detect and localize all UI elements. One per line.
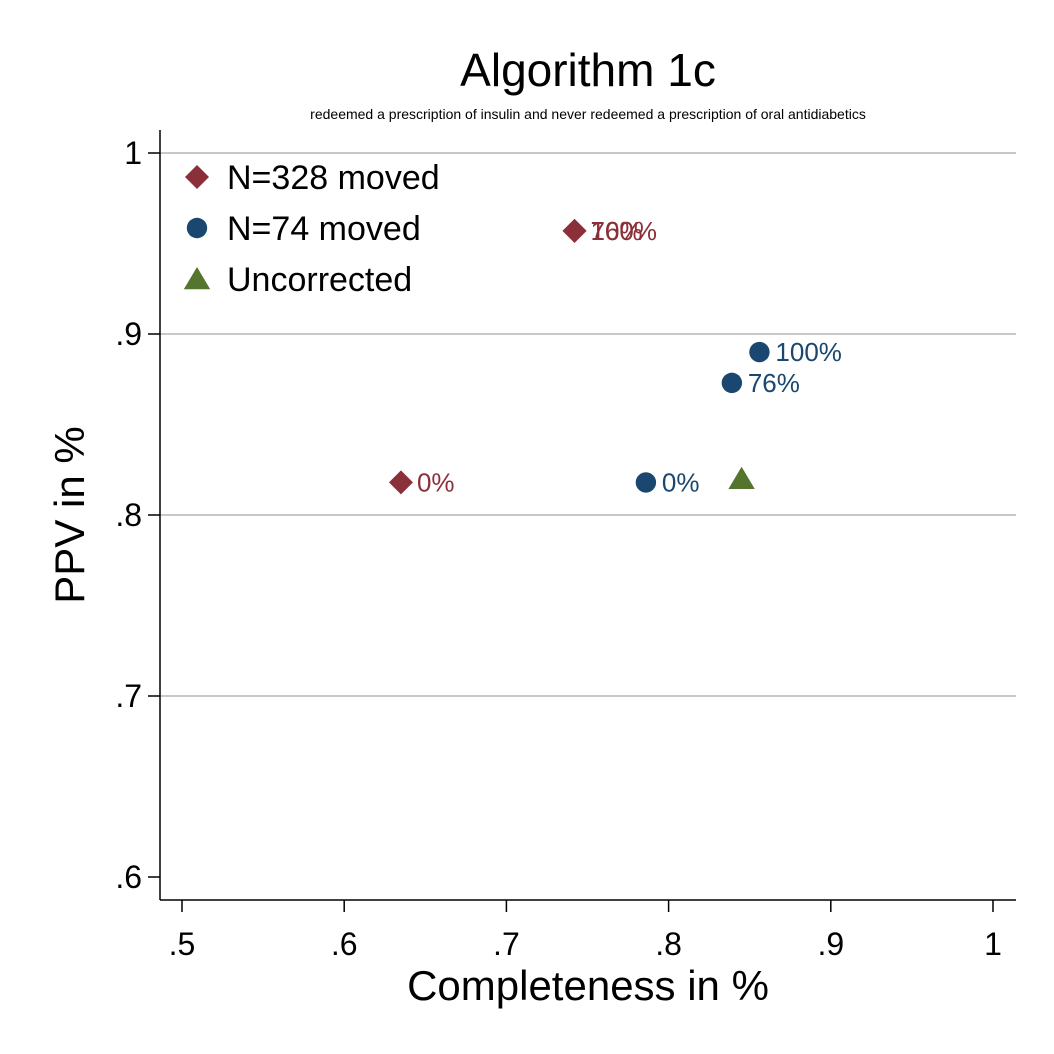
legend-label: Uncorrected [227,261,412,299]
chart-title: Algorithm 1c [460,44,716,96]
data-points: 0%76%100%0%76%100% [388,216,842,497]
x-axis-label: Completeness in % [407,962,769,1009]
grid-lines [160,152,1016,697]
x-tick-label: .8 [655,926,682,962]
point-label: 76% [748,368,800,398]
point-label: 0% [417,467,455,497]
legend-marker-circle [186,217,208,239]
y-tick-label: .6 [115,859,142,895]
point-circle [749,341,770,363]
point-label: 100% [591,216,658,246]
axis-ticks: .6 .7 .8 .9 1 .5 .6 .7 .8 .9 1 [115,135,1002,962]
point-circle [635,472,657,493]
chart-subtitle: redeemed a prescription of insulin and n… [310,106,866,122]
point-diamond [388,470,413,495]
point-circle [721,372,743,394]
x-tick-label: .5 [169,926,196,962]
y-tick-label: .8 [115,497,142,533]
y-axis-label: PPV in % [46,426,93,603]
x-tick-label: .9 [817,926,844,962]
y-tick-label: .7 [115,678,142,714]
y-tick-label: .9 [115,316,142,352]
x-tick-label: 1 [984,926,1002,962]
point-triangle [728,466,755,489]
legend-label: N=328 moved [227,159,440,197]
legend-marker-diamond [185,165,209,189]
point-label: 100% [775,337,842,367]
point-label: 0% [662,467,700,497]
x-tick-label: .7 [493,926,520,962]
point-diamond [562,218,587,243]
legend: N=328 moved N=74 moved Uncorrected [183,159,440,299]
y-tick-label: 1 [124,135,142,171]
point-label: 76% [591,216,643,246]
legend-marker-triangle [183,267,211,290]
legend-label: N=74 moved [227,210,421,248]
x-tick-label: .6 [331,926,358,962]
